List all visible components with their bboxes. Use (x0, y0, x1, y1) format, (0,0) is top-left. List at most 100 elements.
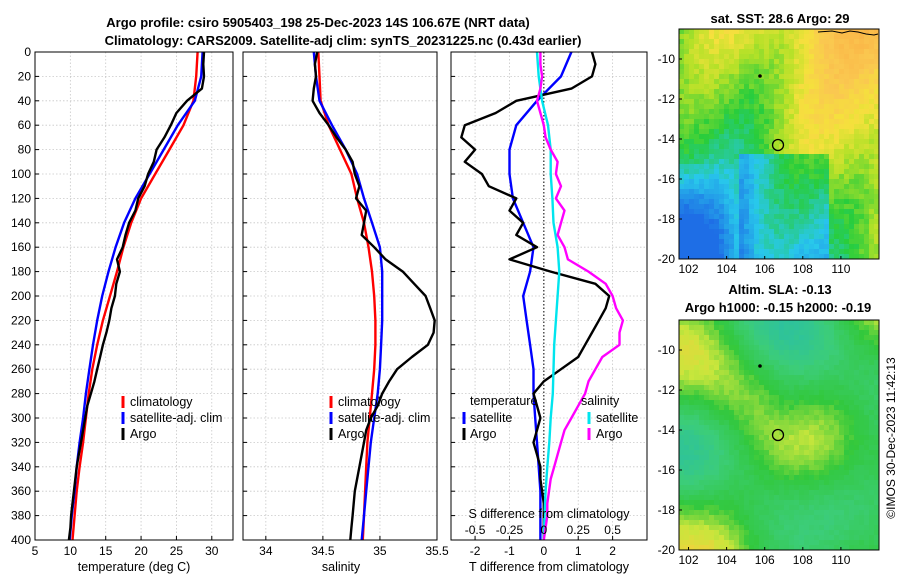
map-cell (839, 244, 845, 250)
temperature-panel: 0204060801001201401601802002202402602803… (11, 45, 234, 574)
map-cell (714, 179, 720, 185)
map-cell (834, 465, 840, 471)
map-cell (824, 119, 830, 125)
map-cell (839, 515, 845, 521)
map-cell (714, 54, 720, 60)
map-cell (724, 204, 730, 210)
map-cell (804, 169, 810, 175)
map-cell (789, 179, 795, 185)
map-cell (844, 470, 850, 476)
map-cell (749, 350, 755, 356)
map-cell (774, 380, 780, 386)
map-cell (724, 194, 730, 200)
map-cell (814, 49, 820, 55)
map-cell (849, 460, 855, 466)
map-cell (684, 59, 690, 65)
map-cell (799, 219, 805, 225)
map-cell (819, 79, 825, 85)
map-cell (779, 435, 785, 441)
map-cell (704, 375, 710, 381)
map-cell (704, 244, 710, 250)
map-cell (859, 420, 865, 426)
map-cell (689, 495, 695, 501)
map-cell (769, 149, 775, 155)
map-cell (834, 515, 840, 521)
map-cell (799, 134, 805, 140)
map-cell (869, 425, 875, 431)
map-cell (709, 109, 715, 115)
map-cell (769, 475, 775, 481)
map-cell (794, 455, 800, 461)
argo-position-marker (771, 138, 785, 152)
map-cell (864, 219, 870, 225)
map-cell (749, 194, 755, 200)
map-cell (754, 355, 760, 361)
map-cell (699, 114, 705, 120)
map-cell (834, 54, 840, 60)
map-y-tick-label: -18 (658, 503, 676, 517)
map-cell (694, 465, 700, 471)
map-cell (789, 385, 795, 391)
map-cell (799, 229, 805, 235)
map-cell (749, 395, 755, 401)
map-cell (749, 475, 755, 481)
map-cell (814, 244, 820, 250)
map-cell (859, 505, 865, 511)
map-cell (854, 249, 860, 255)
map-cell (689, 224, 695, 230)
map-cell (734, 530, 740, 536)
map-cell (754, 229, 760, 235)
map-cell (769, 450, 775, 456)
map-cell (679, 64, 685, 70)
map-cell (854, 34, 860, 40)
map-cell (759, 119, 765, 125)
map-cell (809, 129, 815, 135)
map-cell (844, 400, 850, 406)
map-cell (754, 425, 760, 431)
map-cell (774, 490, 780, 496)
map-cell (764, 154, 770, 160)
map-cell (814, 34, 820, 40)
map-cell (814, 475, 820, 481)
map-cell (699, 184, 705, 190)
map-cell (849, 194, 855, 200)
map-cell (869, 149, 875, 155)
map-cell (699, 430, 705, 436)
map-cell (814, 480, 820, 486)
map-cell (684, 29, 690, 35)
map-cell (869, 59, 875, 65)
map-y-tick-label: -10 (658, 343, 676, 357)
map-cell (759, 545, 765, 551)
map-cell (789, 340, 795, 346)
map-cell (814, 440, 820, 446)
map-cell (794, 84, 800, 90)
map-cell (834, 485, 840, 491)
map-cell (689, 154, 695, 160)
map-cell (824, 330, 830, 336)
map-cell (854, 435, 860, 441)
map-cell (739, 254, 745, 260)
map-cell (724, 164, 730, 170)
map-cell (679, 94, 685, 100)
map-cell (719, 495, 725, 501)
map-cell (769, 345, 775, 351)
map-cell (824, 335, 830, 341)
map-cell (839, 234, 845, 240)
map-cell (729, 29, 735, 35)
map-cell (854, 199, 860, 205)
map-cell (869, 129, 875, 135)
map-cell (744, 410, 750, 416)
map-cell (774, 340, 780, 346)
map-cell (749, 74, 755, 80)
map-cell (849, 530, 855, 536)
map-cell (729, 545, 735, 551)
map-cell (869, 159, 875, 165)
sst-map-title: sat. SST: 28.6 Argo: 29 (711, 11, 850, 26)
map-cell (759, 144, 765, 150)
map-cell (714, 189, 720, 195)
map-cell (744, 520, 750, 526)
map-cell (784, 370, 790, 376)
map-cell (704, 209, 710, 215)
map-cell (859, 355, 865, 361)
map-cell (824, 425, 830, 431)
